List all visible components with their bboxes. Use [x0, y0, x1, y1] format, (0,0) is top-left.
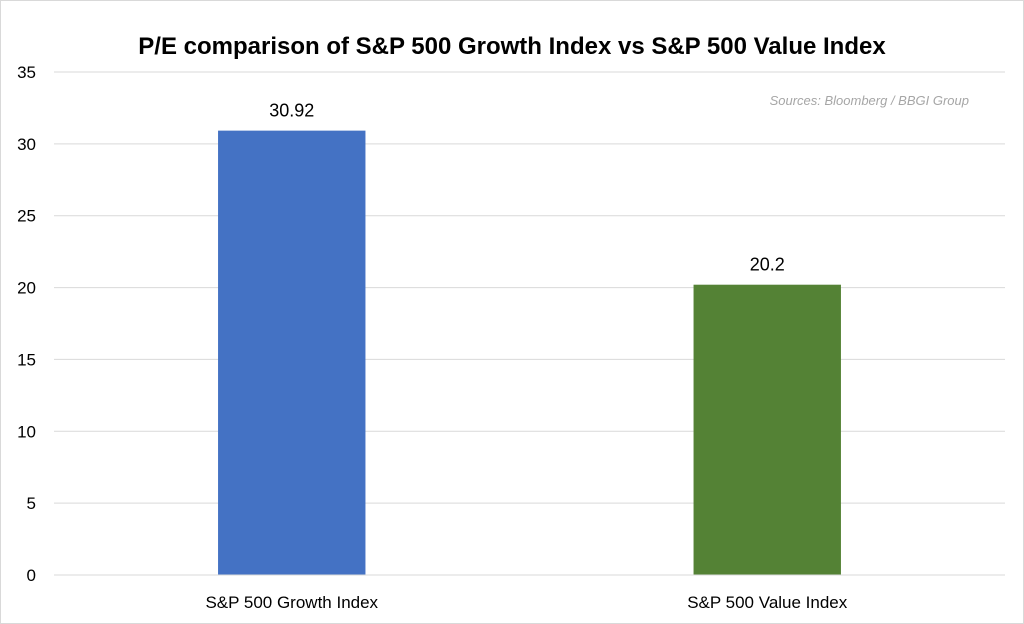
- bars: [218, 130, 841, 575]
- source-note: Sources: Bloomberg / BBGI Group: [770, 93, 969, 108]
- y-tick-label: 20: [17, 279, 36, 298]
- x-axis-categories: S&P 500 Growth Index S&P 500 Value Index: [205, 593, 847, 612]
- y-tick-label: 0: [27, 566, 36, 585]
- gridlines: [54, 71, 1005, 504]
- y-tick-label: 10: [17, 422, 36, 441]
- y-tick-label: 30: [17, 135, 36, 154]
- bar: [218, 130, 366, 575]
- y-tick-label: 25: [17, 207, 36, 226]
- y-tick-label: 5: [27, 494, 36, 513]
- y-axis-ticks: 0 5 10 15 20 25 30 35: [17, 63, 36, 585]
- chart-title: P/E comparison of S&P 500 Growth Index v…: [138, 33, 886, 60]
- x-category-label: S&P 500 Value Index: [687, 593, 848, 612]
- bar-value-label: 20.2: [750, 255, 785, 275]
- data-labels: 30.92 20.2: [269, 101, 785, 275]
- bar: [693, 284, 841, 575]
- y-tick-label: 15: [17, 350, 36, 369]
- x-category-label: S&P 500 Growth Index: [205, 593, 378, 612]
- bar-value-label: 30.92: [269, 101, 314, 121]
- y-tick-label: 35: [17, 63, 36, 82]
